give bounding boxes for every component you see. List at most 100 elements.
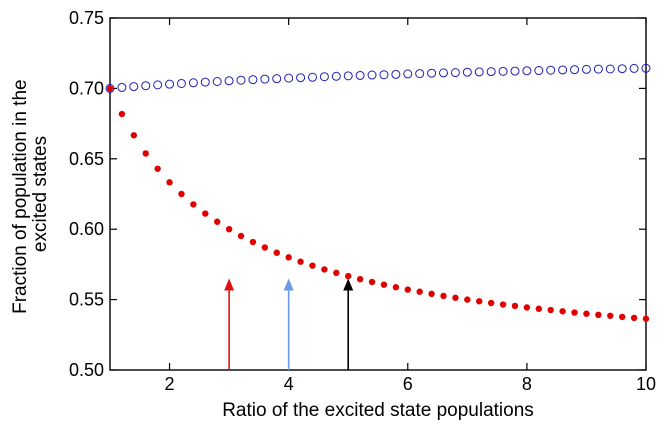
data-point-series-2 (202, 210, 209, 217)
data-point-series-2 (523, 304, 531, 311)
y-axis-label-line-2: excited states (30, 136, 51, 252)
data-point-series-1 (165, 79, 175, 89)
y-tick-label: 0.65 (69, 149, 104, 169)
data-point-series-2 (237, 232, 245, 240)
data-point-series-2 (416, 288, 423, 295)
data-point-series-2 (440, 292, 447, 300)
data-point-series-1 (450, 68, 460, 78)
data-point-series-2 (630, 314, 638, 322)
data-point-series-1 (462, 67, 472, 77)
data-point-series-1 (546, 65, 556, 75)
data-point-series-2 (130, 132, 138, 139)
data-point-series-2 (642, 315, 650, 322)
data-point-series-1 (319, 72, 329, 82)
x-tick-label: 4 (284, 374, 294, 394)
data-point-series-1 (260, 74, 270, 84)
data-point-series-2 (404, 286, 411, 293)
data-point-series-2 (309, 262, 316, 269)
data-point-series-1 (415, 69, 425, 79)
data-point-series-2 (285, 254, 292, 261)
x-tick-label: 8 (522, 374, 532, 394)
data-point-series-2 (571, 309, 578, 316)
data-point-series-1 (641, 63, 651, 73)
tick-group: 2 4 6 8 10 0.50 0.55 0.60 0.65 0.70 0.75 (69, 8, 656, 394)
data-point-series-1 (593, 64, 603, 74)
data-point-series-2 (392, 284, 400, 291)
data-point-series-2 (333, 269, 340, 277)
series-layer (105, 63, 651, 322)
data-point-series-1 (439, 68, 449, 78)
data-point-series-2 (273, 249, 280, 256)
data-point-series-1 (188, 78, 198, 88)
data-point-series-1 (105, 83, 115, 93)
arrow-head (224, 278, 235, 291)
data-point-series-1 (284, 73, 294, 83)
data-point-series-1 (141, 81, 151, 91)
y-tick-label: 0.75 (69, 8, 104, 28)
x-tick-label: 2 (165, 374, 175, 394)
data-point-series-1 (129, 82, 139, 92)
data-point-series-1 (534, 66, 544, 76)
data-point-series-1 (427, 68, 437, 78)
data-point-series-2 (559, 308, 566, 315)
data-point-series-2 (190, 201, 197, 208)
data-point-series-1 (236, 75, 246, 85)
data-point-series-2 (106, 85, 114, 92)
data-point-series-1 (307, 72, 317, 82)
data-point-series-1 (391, 69, 401, 79)
y-tick-label: 0.70 (69, 78, 104, 98)
data-point-series-1 (474, 67, 484, 77)
data-point-series-1 (629, 63, 639, 73)
data-point-series-1 (558, 65, 568, 75)
y-tick-label: 0.50 (69, 360, 104, 380)
data-point-series-2 (297, 258, 304, 265)
data-point-series-1 (617, 64, 627, 74)
data-point-series-2 (452, 294, 459, 301)
arrow-head (343, 278, 354, 291)
data-point-series-2 (166, 179, 173, 186)
data-point-series-1 (403, 69, 413, 79)
data-point-series-1 (581, 64, 591, 74)
data-point-series-2 (380, 281, 388, 288)
data-point-series-2 (142, 150, 149, 157)
data-point-series-2 (583, 310, 590, 317)
annotation-layer (224, 278, 354, 370)
data-point-series-1 (486, 67, 496, 77)
data-point-series-2 (511, 302, 519, 310)
data-point-series-2 (535, 305, 542, 312)
data-point-series-1 (224, 76, 234, 86)
arrow-head (283, 278, 294, 291)
data-point-series-2 (345, 272, 352, 280)
data-point-series-2 (476, 298, 483, 305)
data-point-series-2 (499, 301, 507, 308)
data-point-series-1 (498, 66, 508, 76)
data-point-series-2 (214, 218, 221, 225)
data-point-series-1 (248, 75, 258, 85)
data-point-series-2 (249, 238, 257, 246)
data-point-series-2 (118, 110, 126, 118)
data-point-series-2 (487, 299, 495, 307)
data-point-series-2 (321, 266, 328, 273)
data-point-series-2 (225, 226, 233, 233)
data-point-series-2 (356, 275, 364, 283)
data-point-series-1 (510, 66, 520, 76)
y-tick-label: 0.60 (69, 219, 104, 239)
data-point-series-1 (367, 70, 377, 80)
data-point-series-1 (343, 71, 353, 81)
data-point-series-2 (464, 296, 471, 303)
data-point-series-1 (331, 71, 341, 81)
y-axis-label: Fraction of population in the excited st… (10, 74, 51, 314)
data-point-series-2 (178, 190, 185, 198)
x-axis-label: Ratio of the excited state populations (222, 400, 534, 421)
x-tick-label: 6 (403, 374, 413, 394)
data-point-series-2 (261, 244, 269, 251)
data-point-series-1 (379, 70, 389, 80)
data-point-series-2 (618, 313, 626, 321)
data-point-series-1 (272, 74, 282, 84)
data-point-series-2 (607, 312, 614, 319)
data-point-series-2 (428, 290, 435, 298)
data-point-series-2 (595, 311, 602, 319)
data-point-series-2 (154, 165, 161, 172)
data-point-series-1 (355, 70, 365, 80)
